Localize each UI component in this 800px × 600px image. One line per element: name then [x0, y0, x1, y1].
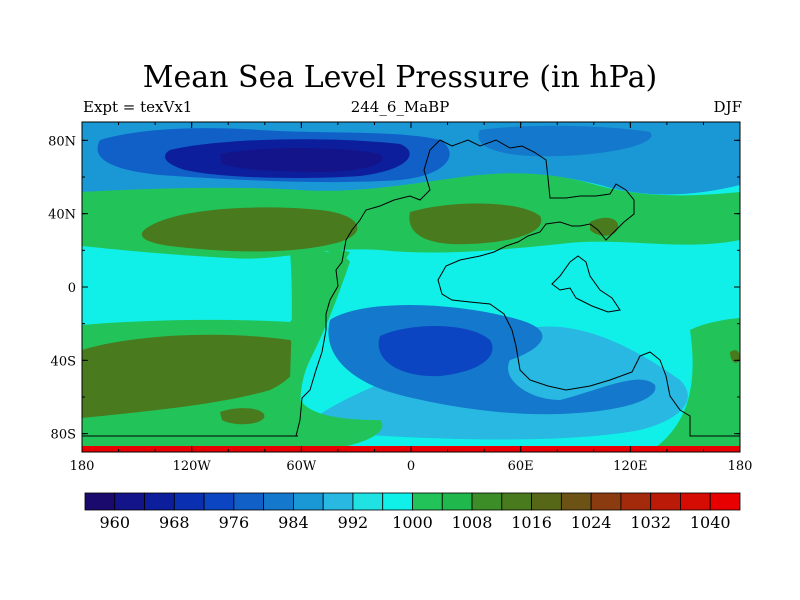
y-tick-label: 40S [51, 354, 76, 369]
field-eq-west [82, 261, 222, 309]
x-tick-label: 60E [508, 459, 534, 474]
axes: 180 120W 60W 0 60E 120E 180 80N 40N 0 40S 80S [48, 122, 752, 474]
y-tick-label: 80S [51, 428, 76, 443]
colorbar-swatch [203, 492, 235, 511]
field-eq-tongue [289, 250, 350, 420]
time-label: 244_6_MaBP [350, 98, 450, 116]
colorbar-label: 1016 [511, 513, 552, 532]
field-nh-high-core-east [409, 203, 542, 245]
season-label: DJF [713, 98, 742, 116]
colorbar-swatch [620, 492, 652, 511]
colorbar-label: 1008 [452, 513, 493, 532]
colorbar-label: 1024 [571, 513, 612, 532]
colorbar-swatch [293, 492, 324, 511]
field-sh-high-core-small [220, 408, 265, 425]
x-tick-label: 60W [286, 459, 317, 474]
x-tick-label: 120W [173, 459, 212, 474]
x-tick-label: 180 [728, 459, 753, 474]
colorbar-swatch [680, 492, 711, 511]
colorbar-swatch [382, 492, 413, 511]
colorbar-label: 1040 [690, 513, 731, 532]
colorbar-swatch [322, 492, 354, 511]
colorbar-swatch [144, 492, 175, 511]
colorbar-label: 984 [278, 513, 309, 532]
colorbar-label: 976 [219, 513, 250, 532]
field-north-east-low [478, 125, 652, 157]
field-sh-high-core-east [730, 350, 740, 363]
colorbar-swatch [412, 492, 443, 511]
colorbar-swatch [173, 492, 205, 511]
colorbar-label: 968 [159, 513, 190, 532]
colorbar-swatch [501, 492, 532, 511]
y-tick-label: 80N [48, 134, 76, 149]
field-nh-high-core-far-east [590, 217, 619, 236]
colorbar-swatch [531, 492, 562, 511]
field-nh-high-core-west [141, 207, 358, 252]
coastlines [82, 139, 740, 437]
field-sh-high-core [82, 334, 301, 418]
colorbar-swatch [352, 492, 384, 511]
colorbar-swatch [590, 492, 622, 511]
y-tick-label: 40N [48, 208, 76, 223]
colorbar-label: 992 [338, 513, 369, 532]
x-tick-label: 120E [613, 459, 647, 474]
colorbar-label: 1032 [630, 513, 671, 532]
field-nh-low-core [220, 148, 383, 172]
colorbar-swatch [233, 492, 265, 511]
colorbar-swatch [114, 492, 145, 511]
field-sh-low-core [378, 325, 493, 377]
colorbar-swatch [84, 492, 116, 511]
experiment-label: Expt = texVx1 [83, 98, 193, 116]
colorbar: 960 968 976 984 992 1000 1008 1016 1024 1032 1040 [84, 492, 741, 532]
coastline-indo-islands [551, 255, 621, 313]
colorbar-swatch [471, 492, 503, 511]
colorbar-swatch [441, 492, 473, 511]
colorbar-swatch [650, 492, 681, 511]
colorbar-swatch [560, 492, 592, 511]
chart-title: Mean Sea Level Pressure (in hPa) [142, 60, 658, 95]
x-tick-label: 180 [70, 459, 95, 474]
colorbar-label: 1000 [392, 513, 433, 532]
map-fill-layers [82, 122, 740, 452]
field-sh-high-belt-east [650, 318, 740, 452]
colorbar-label: 960 [99, 513, 130, 532]
coastline-americas [295, 139, 740, 437]
colorbar-swatch [709, 492, 741, 511]
colorbar-swatch [263, 492, 294, 511]
x-tick-label: 0 [407, 459, 415, 474]
y-tick-label: 0 [68, 281, 76, 296]
